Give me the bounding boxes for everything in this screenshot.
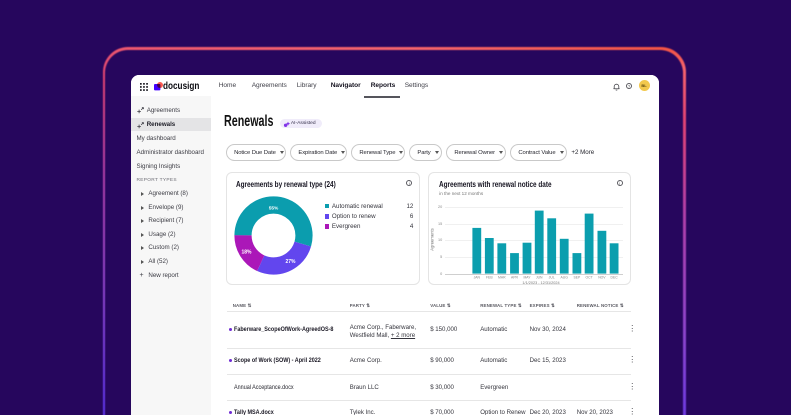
svg-text:MAR: MAR (498, 276, 506, 280)
svg-text:NOV: NOV (598, 276, 606, 280)
svg-text:OCT: OCT (586, 276, 593, 280)
svg-text:55%: 55% (269, 206, 279, 212)
svg-text:FEB: FEB (486, 276, 493, 280)
svg-text:18%: 18% (242, 250, 253, 256)
svg-text:SEP: SEP (574, 276, 582, 280)
svg-text:APR: APR (511, 276, 519, 280)
svg-text:27%: 27% (286, 259, 297, 265)
svg-text:1/1/2023 - 12/31/2024: 1/1/2023 - 12/31/2024 (523, 281, 560, 285)
svg-text:MAY: MAY (524, 276, 532, 280)
svg-text:JUN: JUN (536, 276, 543, 280)
svg-text:JAN: JAN (474, 276, 481, 280)
svg-text:JUL: JUL (549, 276, 555, 280)
svg-text:DEC: DEC (611, 276, 619, 280)
svg-text:AUG: AUG (561, 276, 569, 280)
